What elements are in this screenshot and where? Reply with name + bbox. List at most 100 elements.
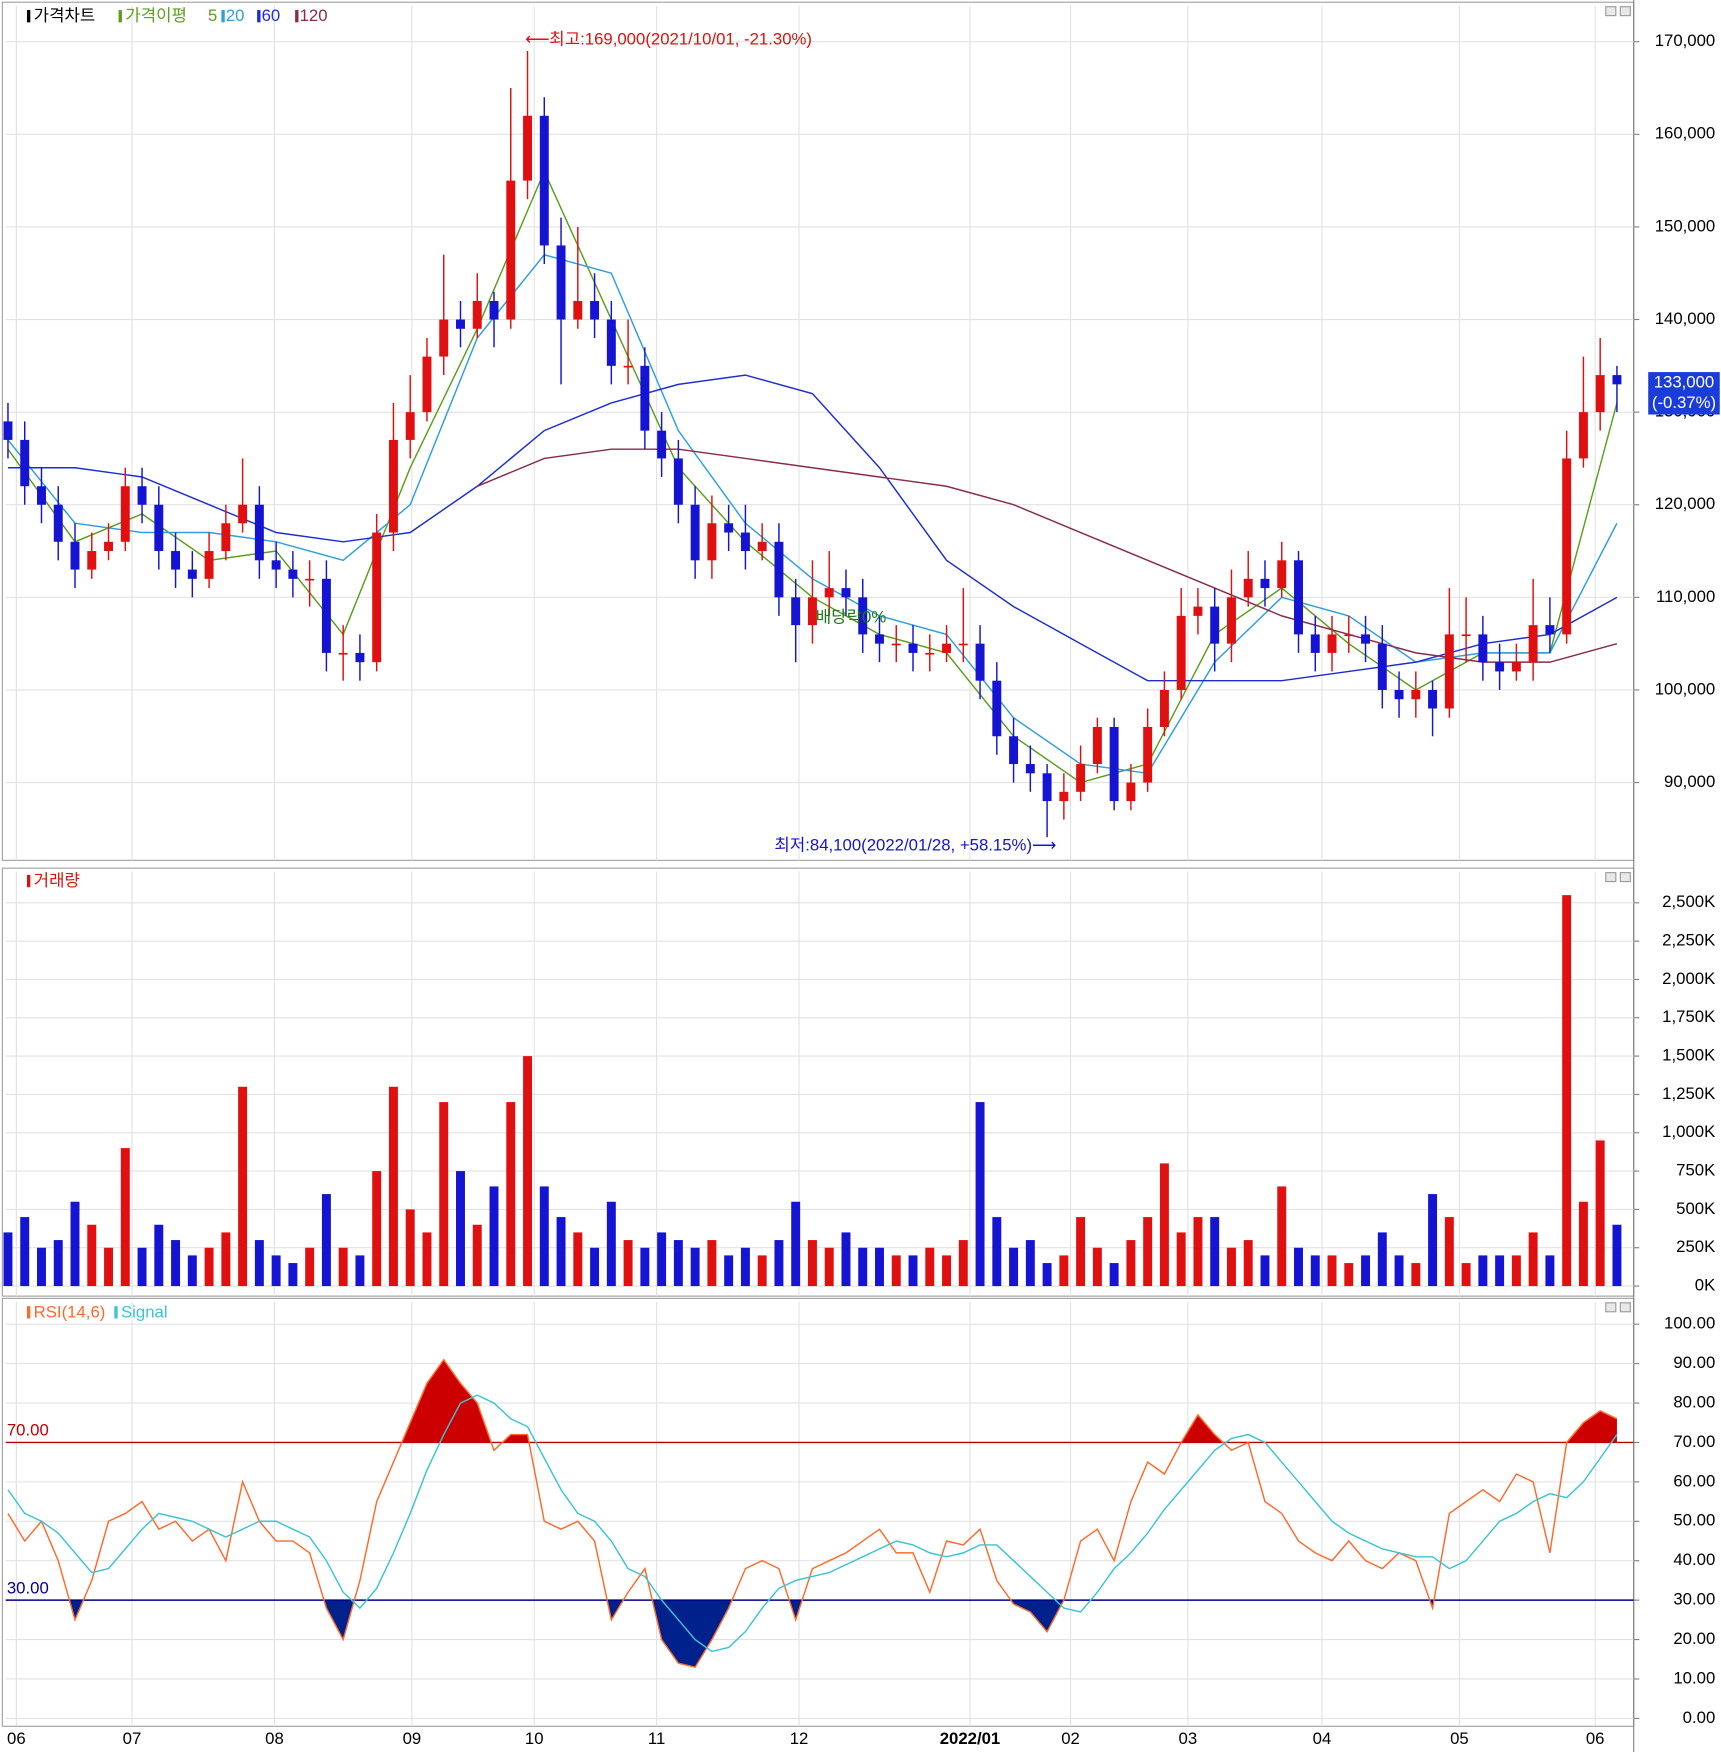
volume-bar xyxy=(1344,1263,1354,1287)
panel-button xyxy=(1605,1302,1617,1313)
candle-body xyxy=(1260,578,1270,589)
panel-button xyxy=(1619,872,1631,883)
annotation: 최저:84,100(2022/01/28, +58.15%)⟶ xyxy=(774,835,1056,854)
volume-bar xyxy=(3,1232,13,1287)
candle-body xyxy=(942,643,952,653)
y-tick-label: 2,500K xyxy=(1662,892,1715,911)
candle-body xyxy=(288,569,298,579)
candle-body xyxy=(221,523,231,552)
candle-body xyxy=(70,541,80,570)
volume-bar xyxy=(791,1201,801,1287)
volume-bar xyxy=(1092,1247,1102,1287)
volume-bar xyxy=(1361,1255,1371,1287)
x-tick-label: 10 xyxy=(525,1729,544,1748)
candle-body xyxy=(1210,606,1220,644)
volume-bar xyxy=(204,1247,214,1287)
legend-marker xyxy=(26,10,31,23)
candle-body xyxy=(1444,634,1454,709)
x-tick-label: 07 xyxy=(123,1729,142,1748)
candle-body xyxy=(908,643,918,653)
annotation: 배당락0% xyxy=(816,607,887,626)
candle-body xyxy=(405,412,415,440)
candle-body xyxy=(422,356,432,413)
candle-body xyxy=(1361,634,1371,644)
volume-bar xyxy=(456,1171,465,1287)
volume-bar xyxy=(573,1232,583,1287)
last-price-change: (-0.37%) xyxy=(1652,393,1716,412)
volume-bar xyxy=(37,1247,46,1287)
y-tick-label: 30.00 xyxy=(1673,1590,1715,1609)
volume-bar xyxy=(1176,1232,1186,1287)
candle-body xyxy=(975,643,985,681)
volume-bar xyxy=(1277,1186,1287,1287)
y-tick-label: 90,000 xyxy=(1664,772,1715,791)
candle-body xyxy=(254,504,264,561)
volume-bar xyxy=(1545,1255,1555,1287)
legend-marker xyxy=(221,10,225,23)
candle-body xyxy=(1612,375,1622,385)
y-tick-label: 20.00 xyxy=(1673,1629,1715,1648)
volume-bar xyxy=(841,1232,851,1287)
y-tick-label: 100,000 xyxy=(1655,679,1716,698)
y-tick-label: 60.00 xyxy=(1673,1471,1715,1490)
candle-body xyxy=(925,652,935,655)
volume-bar xyxy=(104,1247,113,1287)
candle-body xyxy=(1578,412,1588,459)
candle-body xyxy=(238,504,248,524)
candle-body xyxy=(338,652,348,655)
candle-body xyxy=(757,541,767,552)
volume-bar xyxy=(858,1247,868,1287)
panel-button xyxy=(1605,6,1617,17)
candle-body xyxy=(204,551,214,579)
volume-bar xyxy=(1444,1217,1454,1287)
candle-body xyxy=(623,365,633,368)
y-tick-label: 1,750K xyxy=(1662,1007,1715,1026)
volume-bar xyxy=(1310,1255,1320,1287)
volume-bar xyxy=(1394,1255,1404,1287)
candle-body xyxy=(187,569,197,579)
volume-bar xyxy=(1159,1163,1169,1287)
candle-body xyxy=(1092,727,1102,765)
candle-body xyxy=(958,643,968,646)
legend-marker xyxy=(257,10,261,23)
candle-body xyxy=(1411,689,1421,700)
candle-body xyxy=(37,486,46,505)
volume-bar xyxy=(87,1224,97,1287)
volume-bar xyxy=(305,1247,315,1287)
volume-bar xyxy=(221,1232,231,1287)
volume-bar xyxy=(1226,1247,1236,1287)
volume-bar xyxy=(1243,1240,1253,1287)
volume-bar xyxy=(254,1240,264,1287)
candle-body xyxy=(740,532,750,552)
y-tick-label: 750K xyxy=(1676,1161,1715,1180)
candle-body xyxy=(472,301,482,329)
volume-bar xyxy=(321,1194,331,1287)
indicator-line xyxy=(7,1394,1618,1653)
volume-bar xyxy=(1478,1255,1488,1287)
candle-body xyxy=(1243,578,1253,598)
x-tick-label: 03 xyxy=(1179,1729,1198,1748)
volume-bar xyxy=(1495,1255,1505,1287)
volume-bar xyxy=(556,1217,566,1287)
candle-body xyxy=(1143,727,1153,783)
candle-body xyxy=(372,532,382,663)
volume-bar xyxy=(1076,1217,1086,1287)
candle-body xyxy=(489,301,499,320)
volume-bar xyxy=(992,1217,1002,1287)
legend-label: 5 xyxy=(208,6,217,25)
candle-body xyxy=(1109,727,1119,802)
volume-bar xyxy=(154,1224,164,1287)
volume-bar xyxy=(757,1255,767,1287)
annotation: ⟵최고:169,000(2021/10/01, -21.30%) xyxy=(525,30,812,49)
candle-body xyxy=(673,458,683,505)
volume-bar xyxy=(606,1201,616,1287)
y-tick-label: 90.00 xyxy=(1673,1353,1715,1372)
candle-body xyxy=(875,634,884,644)
candle-body xyxy=(1545,625,1555,635)
y-tick-label: 1,000K xyxy=(1662,1122,1715,1141)
candle-body xyxy=(724,523,734,533)
volume-bar xyxy=(1411,1263,1421,1287)
volume-bar xyxy=(975,1102,985,1287)
candle-body xyxy=(1193,606,1203,616)
candle-body xyxy=(506,180,516,320)
